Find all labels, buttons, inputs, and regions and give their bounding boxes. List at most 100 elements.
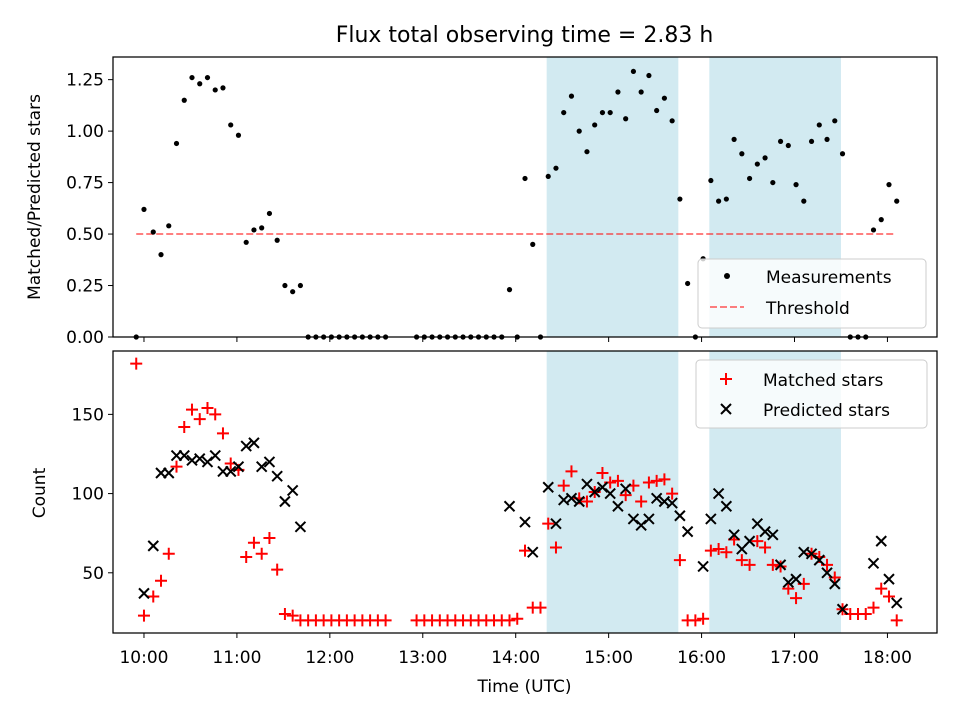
matched-star-point xyxy=(557,479,570,492)
measurement-point xyxy=(166,223,172,229)
measurement-point xyxy=(839,151,846,157)
matched-star-point xyxy=(130,357,143,370)
matched-star-point xyxy=(875,582,888,595)
matched-star-point xyxy=(712,543,725,556)
predicted-star-point xyxy=(666,497,678,509)
predicted-star-point xyxy=(294,521,307,533)
y-tick-label: 0.25 xyxy=(66,277,104,297)
measurement-point xyxy=(530,241,536,247)
matched-star-point xyxy=(619,489,632,502)
predicted-star-point xyxy=(790,573,802,585)
y-tick-label: 0.00 xyxy=(66,328,104,348)
measurement-point xyxy=(189,74,195,81)
measurement-point xyxy=(762,155,768,161)
matched-star-point xyxy=(859,607,872,620)
measurement-point xyxy=(716,198,722,204)
predicted-star-point xyxy=(588,486,601,498)
y-tick-label: 1.00 xyxy=(66,122,104,142)
predicted-star-point xyxy=(279,495,291,508)
measurement-point xyxy=(731,136,737,142)
x-tick-label: 12:00 xyxy=(305,648,354,668)
measurement-point xyxy=(235,132,242,138)
predicted-stars-points xyxy=(138,437,903,615)
y-tick-label: 50 xyxy=(82,564,104,584)
measurement-point xyxy=(746,175,753,182)
measurement-point xyxy=(584,149,590,155)
measurement-point xyxy=(808,138,815,145)
shaded-interval xyxy=(546,57,679,337)
matched-star-point xyxy=(147,590,160,603)
predicted-star-point xyxy=(225,465,237,478)
matched-star-point xyxy=(658,473,671,486)
matched-star-point xyxy=(650,474,663,487)
y-tick-label: 150 xyxy=(72,405,104,425)
predicted-star-point xyxy=(263,456,276,468)
matched-star-point xyxy=(759,541,772,554)
predicted-star-point xyxy=(240,440,252,452)
measurement-point xyxy=(197,81,203,87)
measurement-point xyxy=(886,182,892,188)
measurement-point xyxy=(615,89,621,95)
matched-star-point xyxy=(782,582,795,595)
matched-star-point xyxy=(137,609,150,622)
chart-title: Flux total observing time = 2.83 h xyxy=(336,23,714,48)
top-y-ticks: 0.00 0.25 0.50 0.75 1.00 1.25 xyxy=(66,71,113,348)
matched-star-point xyxy=(240,550,253,563)
matched-star-point xyxy=(635,495,648,508)
top-panel: 0.00 0.25 0.50 0.75 1.00 1.25 Matched/Predict… xyxy=(25,56,938,348)
measurement-point xyxy=(545,173,551,180)
predicted-star-point xyxy=(650,492,663,505)
predicted-star-point xyxy=(147,540,159,552)
measurement-point xyxy=(173,140,180,147)
measurement-point xyxy=(259,225,265,231)
predicted-star-point xyxy=(138,587,150,600)
measurement-point xyxy=(212,87,218,93)
matched-star-point xyxy=(278,607,291,620)
predicted-star-point xyxy=(178,449,190,462)
x-tick-label: 16:00 xyxy=(677,648,726,668)
matched-star-point xyxy=(286,609,299,622)
predicted-star-point xyxy=(821,567,833,579)
matched-star-point xyxy=(766,558,779,571)
matched-star-point xyxy=(185,403,198,416)
measurement-point xyxy=(739,151,745,157)
predicted-star-point xyxy=(573,495,585,508)
legend-predicted-label: Predicted stars xyxy=(763,401,890,421)
predicted-star-point xyxy=(604,487,616,500)
predicted-star-point xyxy=(759,525,771,538)
matched-star-point xyxy=(890,614,903,627)
measurement-point xyxy=(599,109,606,116)
measurement-point xyxy=(669,118,675,124)
matched-star-point xyxy=(178,421,191,434)
x-tick-label: 17:00 xyxy=(770,648,819,668)
matched-star-point xyxy=(689,614,702,627)
matched-star-point xyxy=(774,560,787,573)
measurement-point xyxy=(754,161,760,167)
measurement-point xyxy=(723,196,729,202)
matched-star-point xyxy=(673,554,686,567)
matched-star-point xyxy=(596,466,609,479)
measurement-point xyxy=(646,72,652,79)
measurement-point xyxy=(623,116,629,122)
measurement-point xyxy=(824,136,830,142)
measurement-point xyxy=(506,287,513,293)
top-legend: Measurements Threshold xyxy=(697,258,927,329)
matched-star-point xyxy=(751,535,764,548)
x-tick-label: 10:00 xyxy=(119,648,168,668)
bottom-axes-frame xyxy=(112,350,938,634)
matched-star-point xyxy=(580,495,593,508)
matched-star-point xyxy=(247,536,260,549)
predicted-star-point xyxy=(503,500,516,512)
predicted-star-point xyxy=(697,560,709,573)
matched-star-point xyxy=(790,592,803,605)
measurement-point xyxy=(661,95,667,101)
matched-star-point xyxy=(867,601,880,614)
measurement-point xyxy=(150,229,156,235)
predicted-star-point xyxy=(232,460,245,473)
top-y-axis-label: Matched/Predicted stars xyxy=(25,94,45,300)
matched-star-point xyxy=(666,487,679,500)
matched-star-point xyxy=(735,554,748,567)
bottom-y-ticks: 50 100 150 xyxy=(72,405,113,584)
matched-star-point xyxy=(201,402,214,415)
predicted-star-point xyxy=(550,517,562,530)
